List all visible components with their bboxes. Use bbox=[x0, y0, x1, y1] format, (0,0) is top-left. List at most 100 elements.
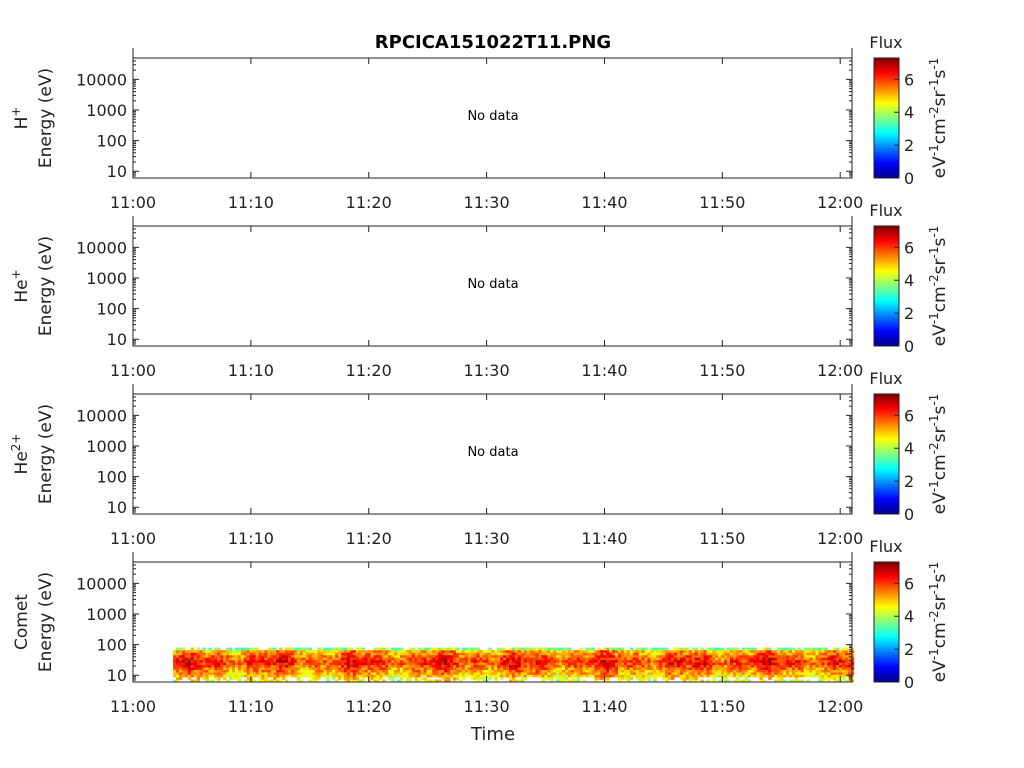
heatmap-cell bbox=[594, 659, 598, 663]
heatmap-cell bbox=[559, 672, 563, 675]
heatmap-cell bbox=[564, 679, 569, 683]
heatmap-cell bbox=[176, 664, 180, 668]
unit-exponent: -1 bbox=[927, 648, 941, 660]
heatmap-cell bbox=[785, 650, 790, 653]
heatmap-cell bbox=[429, 674, 433, 678]
heatmap-cell bbox=[694, 659, 698, 663]
heatmap-cell bbox=[830, 667, 834, 670]
heatmap-cell bbox=[388, 677, 392, 680]
heatmap-cell bbox=[732, 659, 737, 663]
heatmap-cell bbox=[703, 654, 707, 658]
heatmap-cell bbox=[653, 657, 657, 661]
x-tick-label: 12:00 bbox=[817, 193, 863, 212]
heatmap-cell bbox=[594, 650, 598, 653]
heatmap-cell bbox=[564, 659, 569, 663]
heatmap-cell bbox=[774, 669, 778, 673]
heatmap-cell bbox=[830, 650, 834, 653]
heatmap-cell bbox=[479, 674, 483, 678]
heatmap-cell bbox=[458, 652, 463, 656]
heatmap-cell bbox=[414, 677, 419, 680]
heatmap-cell bbox=[338, 672, 342, 675]
heatmap-cell bbox=[785, 647, 790, 651]
heatmap-cell bbox=[273, 647, 277, 651]
heatmap-cell bbox=[355, 679, 360, 683]
heatmap-cell bbox=[473, 664, 477, 668]
heatmap-cell bbox=[732, 662, 737, 666]
heatmap-cell bbox=[181, 659, 186, 663]
heatmap-cell bbox=[329, 659, 333, 663]
heatmap-cell bbox=[317, 677, 321, 680]
heatmap-cell bbox=[444, 672, 448, 675]
heatmap-cell bbox=[246, 654, 251, 658]
heatmap-cell bbox=[405, 677, 410, 680]
heatmap-cell bbox=[470, 667, 475, 670]
heatmap-cell bbox=[217, 650, 221, 653]
heatmap-cell bbox=[476, 664, 480, 668]
heatmap-cell bbox=[744, 659, 749, 663]
heatmap-cell bbox=[373, 662, 377, 666]
heatmap-cell bbox=[311, 679, 315, 683]
heatmap-cell bbox=[562, 674, 566, 678]
heatmap-cell bbox=[388, 667, 392, 670]
heatmap-cell bbox=[178, 669, 183, 673]
heatmap-cell bbox=[597, 672, 601, 675]
heatmap-cell bbox=[173, 654, 177, 658]
heatmap-cell bbox=[738, 654, 743, 658]
heatmap-cell bbox=[806, 662, 810, 666]
heatmap-cell bbox=[668, 650, 672, 653]
heatmap-cell bbox=[193, 654, 198, 658]
heatmap-cell bbox=[432, 652, 436, 656]
heatmap-cell bbox=[674, 662, 678, 666]
unit-exponent: -1 bbox=[927, 226, 941, 238]
heatmap-cell bbox=[279, 652, 283, 656]
heatmap-cell bbox=[662, 677, 666, 680]
heatmap-cell bbox=[650, 652, 654, 656]
heatmap-cell bbox=[267, 674, 271, 678]
heatmap-cell bbox=[173, 674, 177, 678]
heatmap-cell bbox=[744, 667, 749, 670]
heatmap-cell bbox=[709, 659, 713, 663]
species-name: Comet bbox=[12, 594, 32, 650]
heatmap-cell bbox=[305, 657, 310, 661]
heatmap-cell bbox=[273, 659, 277, 663]
heatmap-cell bbox=[741, 669, 746, 673]
heatmap-cell bbox=[208, 667, 212, 670]
heatmap-cell bbox=[199, 659, 203, 663]
heatmap-cell bbox=[656, 669, 660, 673]
heatmap-cell bbox=[836, 659, 840, 663]
heatmap-cell bbox=[435, 647, 439, 651]
heatmap-cell bbox=[841, 672, 846, 675]
heatmap-cell bbox=[679, 667, 684, 670]
heatmap-cell bbox=[824, 650, 828, 653]
heatmap-cell bbox=[199, 654, 203, 658]
heatmap-cell bbox=[541, 662, 545, 666]
heatmap-cell bbox=[479, 677, 483, 680]
heatmap-cell bbox=[464, 664, 469, 668]
heatmap-cell bbox=[394, 650, 398, 653]
heatmap-cell bbox=[650, 659, 654, 663]
heatmap-cell bbox=[317, 674, 321, 678]
heatmap-cell bbox=[753, 669, 757, 673]
heatmap-cell bbox=[585, 659, 589, 663]
heatmap-cell bbox=[676, 647, 681, 651]
heatmap-cell bbox=[276, 657, 280, 661]
heatmap-cell bbox=[455, 647, 460, 651]
heatmap-cell bbox=[441, 674, 445, 678]
unit-exponent: -2 bbox=[927, 106, 941, 118]
heatmap-cell bbox=[676, 654, 681, 658]
heatmap-cell bbox=[570, 677, 575, 680]
heatmap-cell bbox=[240, 654, 245, 658]
heatmap-cell bbox=[184, 659, 189, 663]
heatmap-cell bbox=[788, 659, 793, 663]
heatmap-cell bbox=[741, 667, 746, 670]
heatmap-cell bbox=[402, 657, 407, 661]
heatmap-cell bbox=[794, 652, 799, 656]
heatmap-cell bbox=[588, 659, 592, 663]
heatmap-cell bbox=[794, 657, 799, 661]
heatmap-cell bbox=[397, 669, 401, 673]
heatmap-cell bbox=[791, 659, 796, 663]
heatmap-cell bbox=[341, 647, 345, 651]
heatmap-cell bbox=[491, 659, 495, 663]
heatmap-cell bbox=[815, 650, 819, 653]
heatmap-cell bbox=[768, 664, 772, 668]
